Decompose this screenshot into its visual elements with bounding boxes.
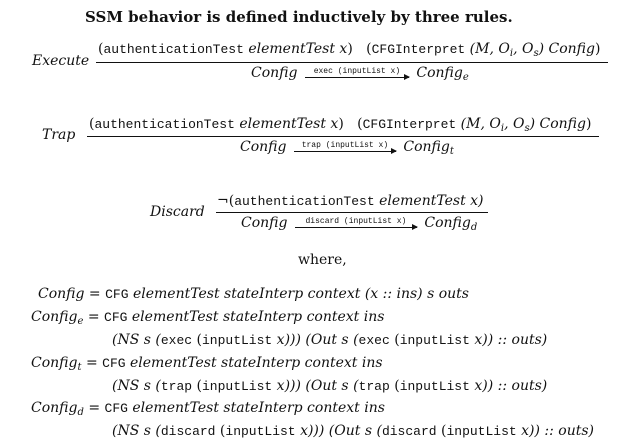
inference-bar	[87, 136, 599, 137]
rule-name: Discard	[150, 204, 205, 220]
heading: SSM behavior is defined inductively by t…	[85, 8, 513, 26]
transition-arrow: trap (inputList x)	[293, 142, 397, 154]
rule-premise: (authenticationTest elementTest x) (CFGI…	[98, 41, 601, 59]
rule-conclusion: Config exec (inputList x) Confige	[251, 65, 469, 83]
transition-arrow: discard (inputList x)	[294, 218, 418, 230]
rule-conclusion: Config discard (inputList x) Configd	[241, 215, 478, 233]
rule-conclusion: Config trap (inputList x) Configt	[240, 139, 454, 157]
where-label: where,	[298, 252, 347, 268]
def-config-e-cont: (NS s (exec (inputList x))) (Out s (exec…	[112, 332, 548, 348]
rule-premise: (authenticationTest elementTest x) (CFGI…	[89, 116, 592, 134]
def-config-d-cont: (NS s (discard (inputList x))) (Out s (d…	[112, 423, 595, 439]
inference-bar	[216, 212, 488, 213]
inference-bar	[96, 62, 608, 63]
transition-arrow: exec (inputList x)	[304, 68, 410, 80]
rule-premise: ¬(authenticationTest elementTest x)	[217, 193, 484, 209]
def-config-e: Confige = CFG elementTest stateInterp co…	[31, 309, 385, 327]
rule-name: Trap	[42, 127, 76, 143]
def-config-t-cont: (NS s (trap (inputList x))) (Out s (trap…	[112, 378, 548, 394]
def-config: Config = CFG elementTest stateInterp con…	[38, 286, 469, 302]
rule-name: Execute	[32, 53, 90, 69]
def-config-d: Configd = CFG elementTest stateInterp co…	[31, 400, 385, 418]
def-config-t: Configt = CFG elementTest stateInterp co…	[31, 355, 383, 373]
